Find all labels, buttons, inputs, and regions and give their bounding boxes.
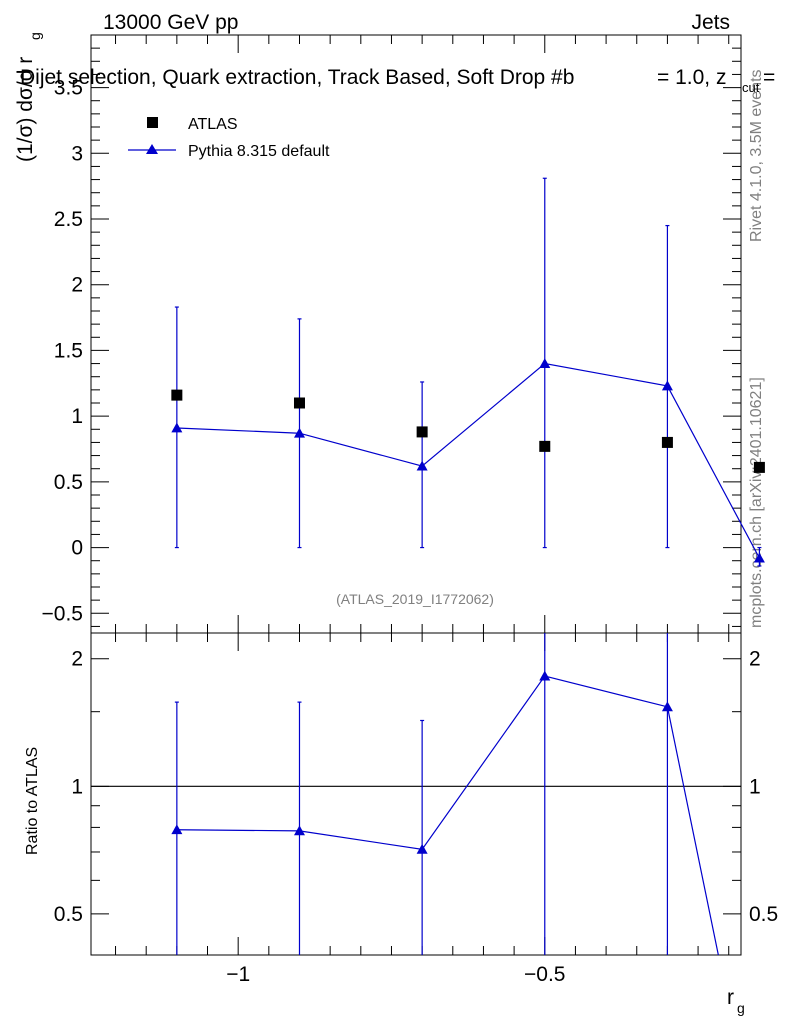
legend-pythia-label: Pythia 8.315 default <box>188 143 330 160</box>
title-end: = <box>763 66 775 89</box>
main-y-tick-label: 1 <box>71 405 83 428</box>
main-series-layer <box>171 177 765 567</box>
rivet-version-label: Rivet 4.1.0, 3.5M events <box>748 69 765 242</box>
atlas-point <box>416 426 428 438</box>
ratio-minor-ticks <box>91 711 741 956</box>
analysis-watermark: (ATLAS_2019_I1772062) <box>336 591 494 607</box>
legend-atlas-label: ATLAS <box>188 116 238 133</box>
ratio-y-tick-label-right: 1 <box>749 775 761 798</box>
main-y-tick-label: 2.5 <box>54 208 83 231</box>
ratio-point <box>539 670 551 681</box>
main-minor-ticks <box>91 47 741 627</box>
ratio-panel: 0.5 0.5 1 1 2 2 −1 −0.5 Ratio to ATLAS r g <box>24 632 778 1016</box>
mc-point <box>661 380 673 391</box>
atlas-point <box>171 389 183 401</box>
ratio-frame <box>90 632 742 956</box>
main-x-ticks <box>115 35 730 633</box>
legend: ATLAS Pythia 8.315 default <box>128 116 330 160</box>
ratio-y-tick-label-right: 2 <box>749 648 761 671</box>
atlas-point <box>753 461 765 473</box>
main-y-axis: −0.5 0 0.5 1 1.5 2 2.5 3 3.5 <box>42 77 741 625</box>
main-y-tick-label: 2 <box>71 274 83 297</box>
main-panel: −0.5 0 0.5 1 1.5 2 2.5 3 3.5 Dijet selection, Qu… <box>14 32 775 634</box>
mc-point <box>753 552 765 563</box>
ratio-y-axis: 0.5 0.5 1 1 2 2 <box>54 648 778 926</box>
mc-point <box>293 427 305 438</box>
ratio-x-axis: −1 −0.5 <box>115 633 730 986</box>
title-suffix: = 1.0, z <box>657 66 726 89</box>
mc-series-line <box>176 362 760 559</box>
x-axis-label-subscript: g <box>737 1000 745 1016</box>
ratio-y-tick-label-right: 0.5 <box>749 903 778 926</box>
energy-label: 13000 GeV pp <box>103 11 238 34</box>
main-y-tick-label: −0.5 <box>42 602 83 625</box>
ratio-y-tick-label: 0.5 <box>54 903 83 926</box>
mcplots-label: mcplots.cern.ch [arXiv:2401.10621] <box>748 377 765 628</box>
legend-pythia-marker <box>146 144 158 154</box>
main-y-tick-label: 3.5 <box>54 77 83 100</box>
main-y-tick-label: 0.5 <box>54 471 83 494</box>
x-tick-label: −0.5 <box>524 963 565 986</box>
ratio-point <box>416 843 428 854</box>
title-main: Dijet selection, Quark extraction, Track… <box>20 66 574 89</box>
process-label: Jets <box>691 11 730 34</box>
mc-point <box>171 422 183 433</box>
ratio-y-tick-label: 2 <box>71 648 83 671</box>
atlas-point <box>539 440 551 452</box>
ratio-point <box>171 824 183 835</box>
ratio-point <box>661 701 673 712</box>
atlas-point <box>661 436 673 448</box>
mc-point <box>539 358 551 368</box>
x-tick-label: −1 <box>226 963 250 986</box>
ratio-series-layer <box>171 633 719 956</box>
ratio-series-line <box>176 675 719 956</box>
main-y-tick-label: 0 <box>71 537 83 560</box>
legend-atlas-marker <box>147 117 158 128</box>
main-y-label-subscript: g <box>27 32 43 40</box>
ratio-y-tick-label: 1 <box>71 775 83 798</box>
main-y-tick-label: 3 <box>71 142 83 165</box>
title-subscript: cut <box>742 80 760 95</box>
mc-point <box>416 460 428 471</box>
x-axis-label: r <box>727 986 734 1009</box>
main-y-tick-label: 1.5 <box>54 339 83 362</box>
ratio-point <box>293 825 305 836</box>
main-y-label: (1/σ) dσ/d r <box>14 57 37 162</box>
chart-title: Dijet selection, Quark extraction, Track… <box>20 66 574 89</box>
ratio-y-label: Ratio to ATLAS <box>24 747 41 855</box>
atlas-point <box>293 397 305 409</box>
